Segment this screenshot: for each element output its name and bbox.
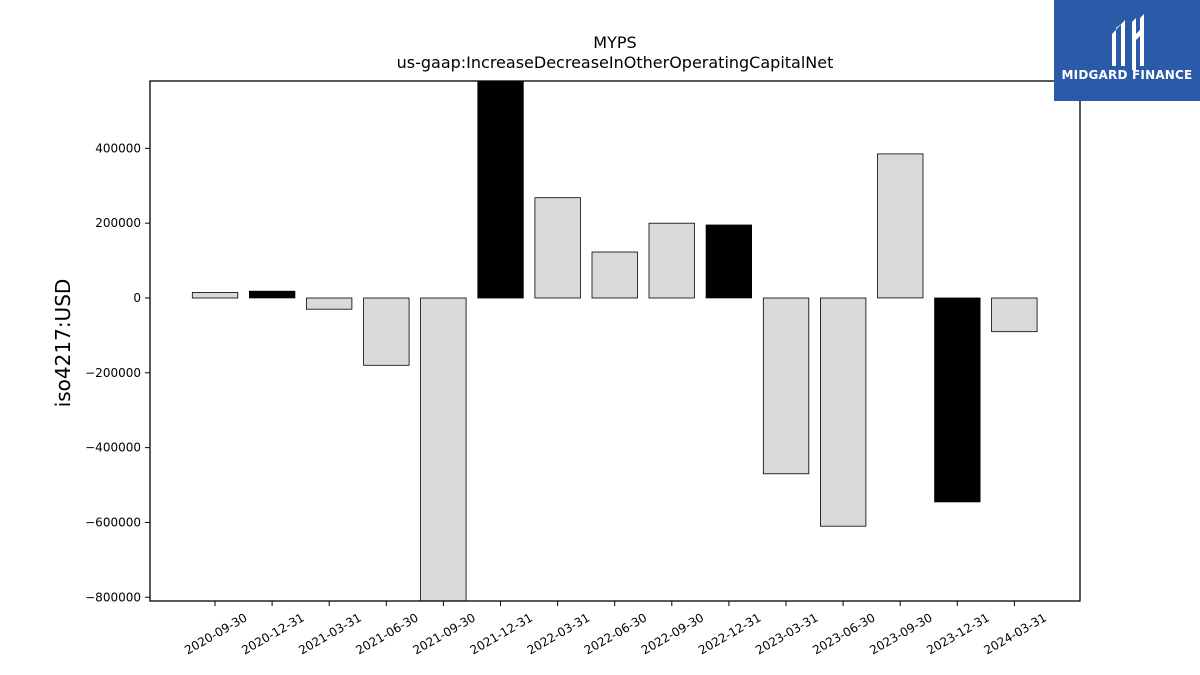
x-tick-label: 2022-03-31: [525, 610, 592, 657]
x-tick-label: 2021-06-30: [353, 610, 420, 657]
bar-2023-12-31: [934, 297, 981, 503]
bar-2021-03-31: [305, 297, 353, 310]
bar-2022-03-31: [534, 197, 581, 299]
bar-2020-12-31: [248, 290, 296, 299]
logo-text: MIDGARD FINANCE: [1061, 68, 1193, 82]
y-axis-label: iso4217:USD: [51, 279, 75, 408]
y-tick-label: 200000: [95, 216, 141, 230]
x-tick-label: 2020-12-31: [239, 610, 306, 657]
chart-subtitle: us-gaap:IncreaseDecreaseInOtherOperating…: [397, 53, 834, 72]
bar-2023-03-31: [762, 297, 810, 475]
y-tick-label: 0: [133, 291, 141, 305]
bars-layer: [191, 80, 1038, 602]
bar-2023-09-30: [877, 153, 924, 299]
x-tick-label: 2021-03-31: [296, 610, 363, 657]
bar-2022-09-30: [648, 222, 695, 299]
y-tick-label: 400000: [95, 141, 141, 155]
chart-title: MYPS: [593, 33, 636, 52]
bar-2021-09-30: [420, 297, 467, 602]
x-tick-label: 2021-12-31: [468, 610, 535, 657]
x-tick-label: 2023-12-31: [924, 610, 991, 657]
x-tick-label: 2023-09-30: [867, 610, 934, 657]
y-tick-label: −600000: [85, 515, 141, 529]
bar-2021-06-30: [363, 297, 410, 366]
bar-2021-12-31: [477, 80, 524, 299]
y-axis: 400000 200000 0 −200000 −400000 −600000 −80000…: [85, 141, 150, 604]
x-tick-label: 2020-09-30: [182, 610, 249, 657]
logo-mark-icon: [1112, 14, 1144, 70]
x-axis: 2020-09-302020-12-312021-03-312021-06-30…: [182, 601, 1049, 657]
y-tick-label: −400000: [85, 441, 141, 455]
x-tick-label: 2024-03-31: [981, 610, 1048, 657]
y-tick-label: −800000: [85, 590, 141, 604]
y-tick-label: −200000: [85, 366, 141, 380]
x-tick-label: 2022-06-30: [582, 610, 649, 657]
brand-logo: MIDGARD FINANCE: [1054, 0, 1200, 101]
x-tick-label: 2023-03-31: [753, 610, 820, 657]
bar-2022-06-30: [591, 251, 638, 299]
bar-2023-06-30: [820, 297, 867, 527]
x-tick-label: 2021-09-30: [410, 610, 477, 657]
x-tick-label: 2023-06-30: [810, 610, 877, 657]
x-tick-label: 2022-09-30: [639, 610, 706, 657]
bar-2024-03-31: [991, 297, 1038, 333]
x-tick-label: 2022-12-31: [696, 610, 763, 657]
bar-2020-09-30: [191, 291, 239, 299]
bar-2022-12-31: [705, 224, 752, 299]
